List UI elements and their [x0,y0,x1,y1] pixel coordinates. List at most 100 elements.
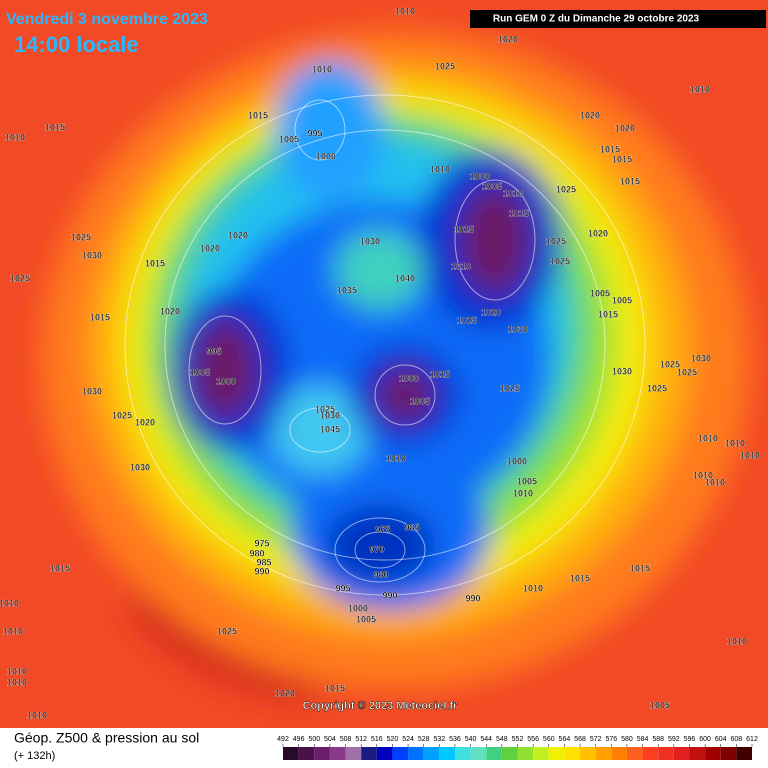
colorbar-segment [705,747,721,760]
colorbar-tick-label: 524 [402,736,414,743]
colorbar-segment [611,747,627,760]
pressure-label: 995 [307,128,322,138]
pressure-label: 1010 [727,636,747,646]
pressure-label: 1015 [598,309,618,319]
pressure-label: 1000 [316,151,336,161]
colorbar-tick-label: 548 [496,736,508,743]
pressure-label: 1030 [130,462,150,472]
run-banner [470,10,766,28]
pressure-label: 1045 [320,424,340,434]
colorbar-tick-label: 596 [684,736,696,743]
pressure-label: 1015 [570,573,590,583]
pressure-label: 1015 [630,563,650,573]
pressure-label: 1010 [430,164,450,174]
pressure-label: 1025 [71,232,91,242]
colorbar-tick-label: 612 [746,736,758,743]
pressure-label: 1005 [612,295,632,305]
pressure-label: 1015 [325,683,345,693]
legend-title: Géop. Z500 & pression au sol [14,730,199,746]
pressure-label: 970 [369,544,384,554]
pressure-label: 1015 [145,258,165,268]
pressure-label: 1020 [580,110,600,120]
pressure-label: 1010 [698,433,718,443]
pressure-label: 1025 [677,367,697,377]
colorbar-tick-label: 516 [371,736,383,743]
colorbar-tick-label: 512 [355,736,367,743]
pressure-label: 995 [335,583,350,593]
pressure-label: 990 [254,566,269,576]
pressure-label: 1005 [590,288,610,298]
pressure-label: 1025 [435,61,455,71]
pressure-label: 980 [249,548,264,558]
pressure-label: 1025 [546,236,566,246]
colorbar-segment [486,747,502,760]
pressure-label: 1005 [356,614,376,624]
colorbar-segment [720,747,737,760]
pressure-label: 1015 [600,144,620,154]
colorbar-segment [673,747,690,760]
pressure-label: 1010 [725,438,745,448]
colorbar-tick-label: 528 [418,736,430,743]
pressure-label: 1025 [112,410,132,420]
colorbar-tick-label: 576 [605,736,617,743]
pressure-label: 1005 [190,367,210,377]
pressure-label: 1005 [650,700,670,710]
pressure-label: 1020 [481,307,501,317]
pressure-label: 1000 [216,376,236,386]
pressure-label: 1030 [612,366,632,376]
colorbar-tick-label: 604 [715,736,727,743]
colorbar-tick-label: 584 [637,736,649,743]
pressure-label: 1010 [312,64,332,74]
pressure-label: 1005 [517,476,537,486]
colorbar-segment [408,747,424,760]
pressure-label: 1020 [615,123,635,133]
pressure-label: 1010 [0,598,19,608]
pressure-label: 1030 [691,353,711,363]
pressure-label: 1010 [705,477,725,487]
colorbar-tick-label: 580 [621,736,633,743]
isobars [124,94,646,596]
pressure-label: 1015 [50,563,70,573]
pressure-label: 1025 [500,383,520,393]
pressure-labels: 1010 1020 1025 1010 1010 1015 1005 995 1000 1010 1… [0,6,760,720]
pressure-label: 1025 [647,383,667,393]
pressure-label: 985 [404,522,419,532]
pressure-label: 1005 [482,181,502,191]
pressure-label: 1000 [470,171,490,181]
colorbar-tick-label: 532 [433,736,445,743]
pressure-label: 1020 [160,306,180,316]
colorbar-tick-label: 588 [652,736,664,743]
colorbar-segment [564,747,581,760]
colorbar-segment [314,747,330,760]
pressure-label: 1020 [228,230,248,240]
colorbar-tick-label: 504 [324,736,336,743]
pressure-label: 995 [206,346,221,356]
colorbar-segment [689,747,706,760]
colorbar-tick-label: 560 [543,736,555,743]
colorbar-segment [392,747,409,760]
colorbar-segment [517,747,534,760]
pressure-label: 1015 [509,208,529,218]
colorbar-tick-label: 552 [512,736,524,743]
run-info: Run GEM 0 Z du Dimanche 29 octobre 2023 [493,14,700,25]
colorbar-tick-label: 600 [699,736,711,743]
colorbar-tick-label: 492 [277,736,289,743]
colorbar-tick-label: 564 [559,736,571,743]
colorbar-segment [329,747,346,760]
pressure-label: 1030 [82,250,102,260]
pressure-label: 1015 [45,122,65,132]
pressure-label: 1010 [513,488,533,498]
pressure-label: 1020 [588,228,608,238]
colorbar-segment [454,747,471,760]
pressure-label: 985 [256,557,271,567]
colorbar-tick-label: 592 [668,736,680,743]
pressure-label: 1020 [498,34,518,44]
colorbar-segment [548,747,565,760]
colorbar-segment [345,747,362,760]
colorbar-segment [470,747,487,760]
pressure-label: 1020 [275,688,295,698]
pressure-label: 1015 [454,224,474,234]
pressure-label: 1010 [690,84,710,94]
pressure-label: 1015 [90,312,110,322]
